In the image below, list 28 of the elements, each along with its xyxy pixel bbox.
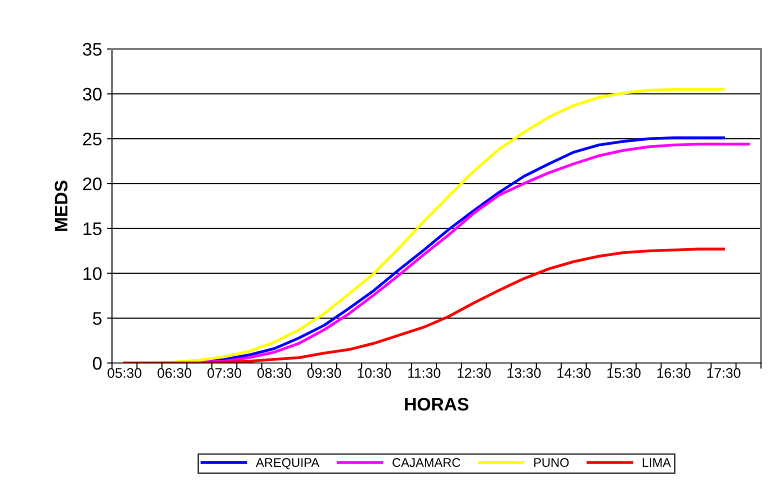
x-tick-label: 05:30 xyxy=(108,368,142,378)
legend-label: CAJAMARC xyxy=(392,458,460,467)
x-tick-label: 13:30 xyxy=(508,368,541,378)
x-tick-label: 17:30 xyxy=(707,368,740,378)
x-tick-label: 15:30 xyxy=(607,368,641,378)
x-tick-label: 16:30 xyxy=(657,368,690,378)
y-tick-label: 25 xyxy=(83,132,102,146)
x-axis-title: HORAS xyxy=(405,398,468,411)
y-tick-label: 35 xyxy=(82,42,102,56)
y-tick-label: 15 xyxy=(84,222,102,236)
x-tick-label: 09:30 xyxy=(307,368,342,378)
y-axis-title: MEDS xyxy=(54,180,68,231)
legend-label: PUNO xyxy=(534,458,569,467)
y-tick-label: 0 xyxy=(92,356,102,370)
x-tick-label: 12:30 xyxy=(458,368,491,378)
x-tick-label: 06:30 xyxy=(158,368,192,378)
y-tick-label: 30 xyxy=(82,88,102,101)
legend-label: LIMA xyxy=(642,458,671,467)
y-tick-label: 5 xyxy=(92,312,102,325)
x-tick-label: 07:30 xyxy=(207,368,242,378)
y-tick-label: 10 xyxy=(84,267,102,280)
x-tick-label: 14:30 xyxy=(557,368,591,378)
x-tick-label: 10:30 xyxy=(358,368,391,378)
x-tick-label: 11:30 xyxy=(408,368,440,378)
x-tick-label: 08:30 xyxy=(257,368,292,378)
legend-label: AREQUIPA xyxy=(256,458,320,470)
line-series xyxy=(123,248,725,363)
y-tick-label: 20 xyxy=(83,178,102,190)
